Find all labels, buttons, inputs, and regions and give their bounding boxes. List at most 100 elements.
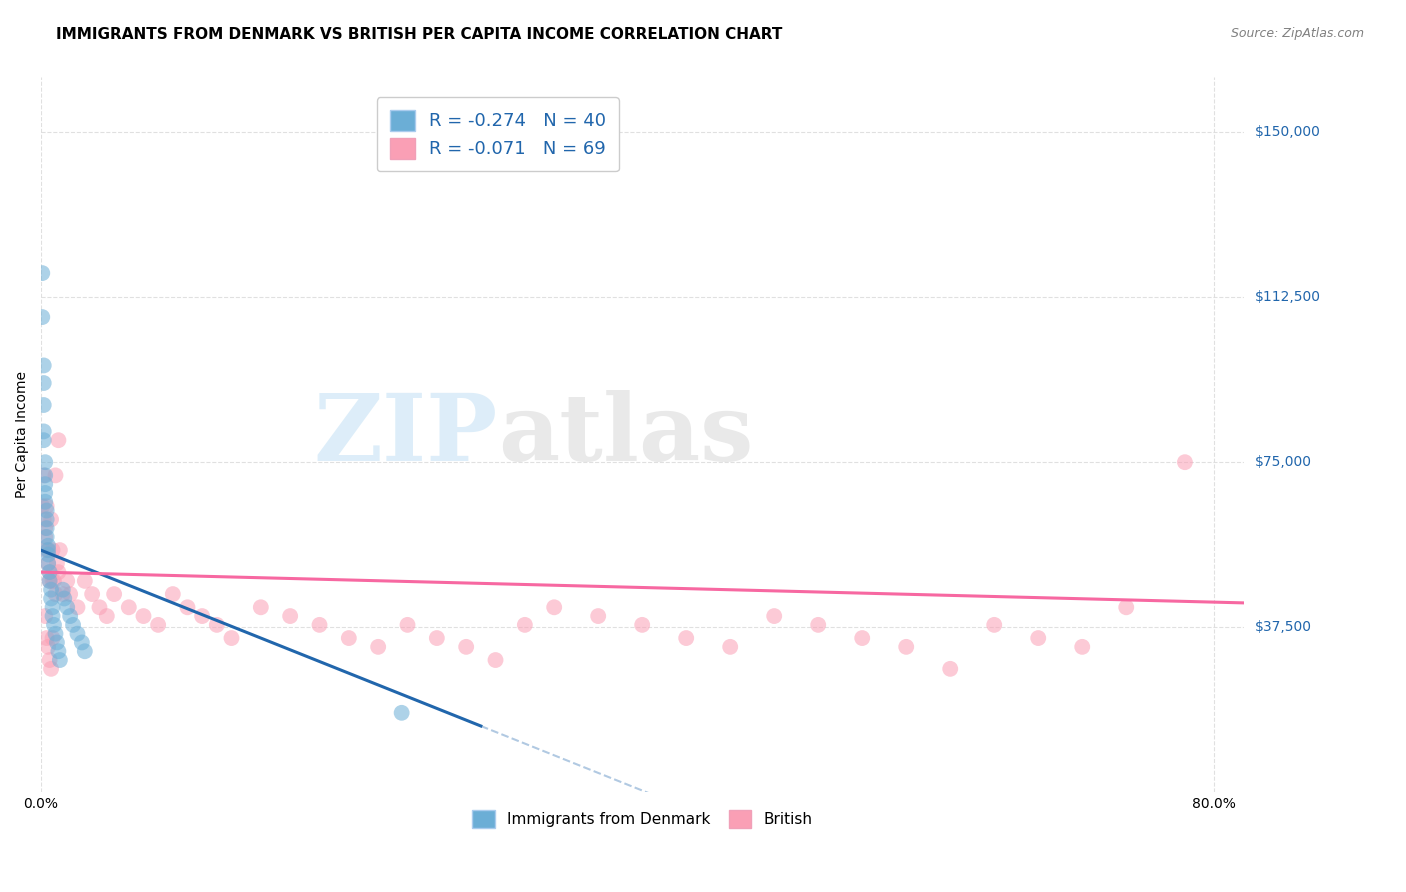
Point: [543, 600, 565, 615]
Point: [367, 640, 389, 654]
Point: [48, 644, 70, 658]
Point: [31, 499, 53, 513]
Point: [44, 626, 66, 640]
Point: [53, 591, 76, 606]
Point: [35, 543, 58, 558]
Point: [45, 557, 67, 571]
Point: [631, 618, 654, 632]
Point: [337, 631, 360, 645]
Point: [56, 574, 79, 588]
Point: [391, 706, 413, 720]
Point: [89, 600, 111, 615]
Point: [32, 376, 55, 390]
Point: [39, 591, 62, 606]
Point: [1174, 455, 1197, 469]
Point: [41, 543, 63, 558]
Point: [38, 653, 60, 667]
Point: [308, 618, 330, 632]
Text: $75,000: $75,000: [1254, 455, 1312, 469]
Point: [41, 609, 63, 624]
Point: [396, 618, 419, 632]
Point: [32, 425, 55, 439]
Text: $112,500: $112,500: [1254, 290, 1320, 304]
Point: [34, 495, 56, 509]
Point: [983, 618, 1005, 632]
Point: [38, 574, 60, 588]
Point: [39, 582, 62, 597]
Point: [221, 631, 243, 645]
Point: [31, 266, 53, 280]
Point: [763, 609, 786, 624]
Point: [132, 609, 155, 624]
Point: [59, 587, 82, 601]
Point: [41, 600, 63, 615]
Point: [44, 587, 66, 601]
Point: [456, 640, 478, 654]
Point: [205, 618, 228, 632]
Point: [37, 543, 59, 558]
Point: [52, 582, 75, 597]
Point: [73, 574, 96, 588]
Point: [41, 631, 63, 645]
Text: ZIP: ZIP: [314, 390, 498, 480]
Point: [37, 640, 59, 654]
Point: [807, 618, 830, 632]
Point: [1071, 640, 1094, 654]
Point: [250, 600, 273, 615]
Point: [42, 574, 65, 588]
Point: [34, 455, 56, 469]
Legend: Immigrants from Denmark, British: Immigrants from Denmark, British: [465, 804, 818, 834]
Point: [191, 609, 214, 624]
Point: [66, 626, 89, 640]
Point: [31, 310, 53, 324]
Point: [62, 618, 84, 632]
Point: [37, 557, 59, 571]
Point: [32, 433, 55, 447]
Point: [513, 618, 536, 632]
Point: [38, 565, 60, 579]
Point: [34, 609, 56, 624]
Point: [59, 609, 82, 624]
Text: atlas: atlas: [498, 390, 754, 480]
Point: [42, 618, 65, 632]
Point: [52, 587, 75, 601]
Point: [35, 631, 58, 645]
Point: [34, 486, 56, 500]
Point: [586, 609, 609, 624]
Point: [35, 503, 58, 517]
Point: [35, 521, 58, 535]
Point: [39, 662, 62, 676]
Point: [146, 618, 169, 632]
Point: [49, 543, 72, 558]
Point: [48, 565, 70, 579]
Point: [41, 574, 63, 588]
Text: Source: ZipAtlas.com: Source: ZipAtlas.com: [1230, 27, 1364, 40]
Point: [32, 468, 55, 483]
Point: [44, 468, 66, 483]
Point: [1026, 631, 1049, 645]
Text: IMMIGRANTS FROM DENMARK VS BRITISH PER CAPITA INCOME CORRELATION CHART: IMMIGRANTS FROM DENMARK VS BRITISH PER C…: [56, 27, 783, 42]
Text: $150,000: $150,000: [1254, 126, 1320, 139]
Point: [37, 548, 59, 562]
Point: [278, 609, 301, 624]
Point: [176, 600, 198, 615]
Point: [37, 539, 59, 553]
Point: [32, 359, 55, 373]
Point: [38, 565, 60, 579]
Point: [718, 640, 741, 654]
Point: [118, 600, 141, 615]
Point: [896, 640, 918, 654]
Point: [103, 587, 125, 601]
Point: [35, 512, 58, 526]
Point: [45, 635, 67, 649]
Point: [675, 631, 697, 645]
Point: [35, 530, 58, 544]
Point: [34, 530, 56, 544]
Point: [35, 499, 58, 513]
Point: [32, 398, 55, 412]
Point: [32, 512, 55, 526]
Point: [851, 631, 873, 645]
Point: [70, 635, 93, 649]
Point: [38, 574, 60, 588]
Point: [34, 468, 56, 483]
